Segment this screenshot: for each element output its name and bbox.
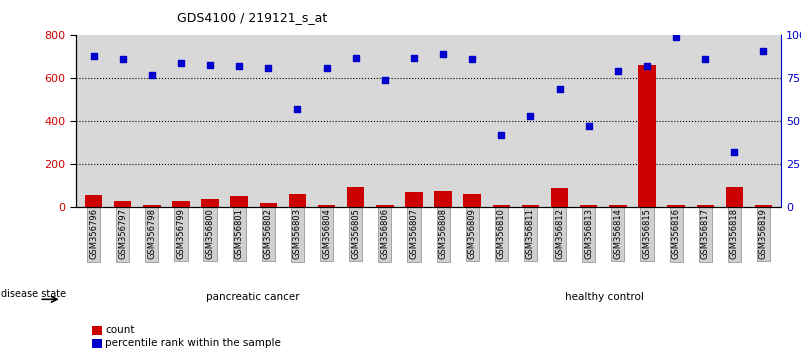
Bar <box>521 205 539 207</box>
Point <box>611 69 624 74</box>
Text: disease state: disease state <box>1 289 66 299</box>
Point <box>757 48 770 54</box>
Point <box>670 34 682 40</box>
Bar <box>347 187 364 207</box>
Bar <box>231 196 248 207</box>
Bar <box>201 199 219 207</box>
Point <box>233 63 246 69</box>
Bar <box>434 191 452 207</box>
Bar <box>405 193 423 207</box>
Text: GDS4100 / 219121_s_at: GDS4100 / 219121_s_at <box>177 11 328 24</box>
Point <box>291 107 304 112</box>
Point <box>378 77 391 83</box>
Text: percentile rank within the sample: percentile rank within the sample <box>105 338 281 348</box>
Text: count: count <box>105 325 135 335</box>
Bar <box>697 205 714 207</box>
Point <box>466 57 479 62</box>
Point <box>87 53 100 59</box>
Bar <box>464 194 481 207</box>
Point <box>349 55 362 61</box>
Bar <box>260 203 277 207</box>
Point <box>203 62 216 67</box>
Point <box>262 65 275 71</box>
Point <box>320 65 333 71</box>
Point <box>146 72 159 78</box>
Point <box>437 51 449 57</box>
Bar <box>551 188 569 207</box>
Bar <box>726 187 743 207</box>
Bar <box>580 205 598 207</box>
Point <box>553 86 566 91</box>
Bar <box>172 201 190 207</box>
Bar <box>493 205 510 207</box>
Text: healthy control: healthy control <box>566 292 644 302</box>
Point <box>524 113 537 119</box>
Point <box>175 60 187 66</box>
Point <box>116 57 129 62</box>
Bar <box>609 205 626 207</box>
Bar <box>376 205 393 207</box>
Bar <box>114 201 131 207</box>
Point <box>698 57 711 62</box>
Point <box>408 55 421 61</box>
Point <box>728 149 741 155</box>
Bar <box>288 194 306 207</box>
Point <box>641 63 654 69</box>
Bar <box>755 205 772 207</box>
Bar <box>85 195 103 207</box>
Bar <box>143 205 160 207</box>
Bar <box>638 65 656 207</box>
Bar <box>667 205 685 207</box>
Point <box>495 132 508 138</box>
Point <box>582 124 595 129</box>
Bar <box>318 205 336 207</box>
Text: pancreatic cancer: pancreatic cancer <box>206 292 299 302</box>
